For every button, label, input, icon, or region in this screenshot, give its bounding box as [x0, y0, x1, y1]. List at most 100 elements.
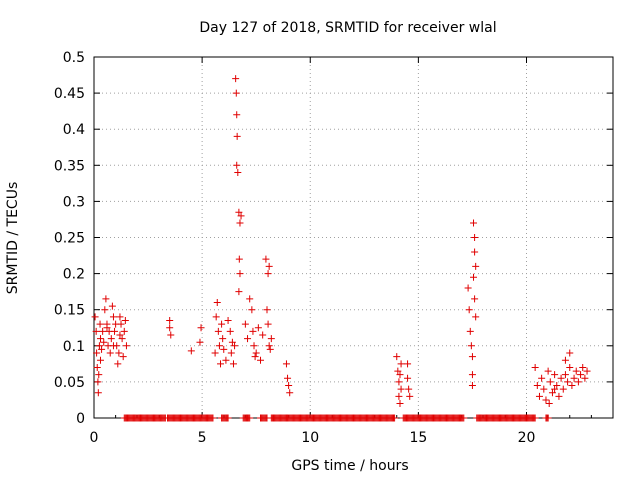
y-tick-label: 0.4	[63, 122, 85, 138]
data-point	[95, 371, 103, 379]
data-point	[391, 414, 399, 422]
data-point	[224, 414, 232, 422]
y-tick-label: 0.5	[63, 50, 85, 66]
y-tick-label: 0.2	[63, 267, 85, 283]
x-tick-label: 5	[198, 430, 207, 446]
chart-title: Day 127 of 2018, SRMTID for receiver wla…	[199, 20, 496, 36]
data-point	[396, 371, 404, 379]
data-point	[166, 324, 174, 332]
data-point	[232, 75, 240, 83]
data-point	[235, 288, 243, 296]
data-point	[219, 335, 227, 343]
data-point	[564, 378, 572, 386]
plot-frame	[93, 56, 614, 419]
data-point	[557, 374, 565, 382]
grid	[94, 57, 613, 418]
data-point	[107, 335, 115, 343]
data-point	[235, 255, 243, 263]
data-point	[265, 262, 273, 270]
data-point	[561, 371, 569, 379]
ticks: 0 5 10 15 20 0 0.05 0.1 0.15 0.2 0.25 0.3 0.35 0.4 0.4…	[54, 50, 614, 446]
data-point	[236, 219, 244, 227]
data-point	[120, 327, 128, 335]
data-point	[533, 382, 541, 390]
data-point	[566, 349, 574, 357]
data-point	[249, 327, 257, 335]
data-point	[167, 331, 175, 339]
data-point	[224, 317, 232, 325]
data-point	[284, 374, 292, 382]
data-point	[404, 360, 412, 368]
data-point	[266, 345, 274, 353]
data-point	[109, 313, 117, 321]
y-tick-label: 0.1	[63, 339, 85, 355]
data-point	[531, 414, 539, 422]
data-point	[114, 360, 122, 368]
data-point	[100, 338, 108, 346]
x-tick-label: 15	[409, 430, 427, 446]
data-point	[220, 345, 228, 353]
x-tick-label: 10	[301, 430, 319, 446]
data-point	[404, 374, 412, 382]
data-point	[393, 353, 401, 361]
data-point	[397, 385, 405, 393]
data-point	[577, 371, 585, 379]
data-point	[551, 371, 559, 379]
data-point	[116, 331, 124, 339]
data-point	[555, 392, 563, 400]
data-point	[246, 295, 254, 303]
data-point	[395, 378, 403, 386]
data-point	[583, 367, 591, 375]
y-tick-label: 0	[76, 411, 85, 427]
data-point	[466, 327, 474, 335]
data-point	[241, 320, 249, 328]
data-point	[265, 342, 273, 350]
data-point	[574, 378, 582, 386]
data-point	[119, 353, 127, 361]
data-point	[233, 132, 241, 140]
data-point	[109, 342, 117, 350]
data-point	[117, 320, 125, 328]
data-point	[570, 374, 578, 382]
data-point	[101, 306, 109, 314]
data-point	[396, 400, 404, 408]
data-point	[246, 414, 254, 422]
x-axis-label: GPS time / hours	[291, 458, 408, 474]
data-point	[531, 363, 539, 371]
data-point	[111, 327, 119, 335]
y-tick-label: 0.3	[63, 194, 85, 210]
data-point	[465, 306, 473, 314]
data-point	[470, 273, 478, 281]
data-point	[460, 414, 468, 422]
y-axis-label: SRMTID / TECUs	[5, 182, 21, 295]
data-point	[468, 382, 476, 390]
data-point	[405, 385, 413, 393]
data-point	[227, 349, 235, 357]
data-point	[229, 360, 237, 368]
data-point	[166, 317, 174, 325]
data-point	[282, 360, 290, 368]
data-point	[237, 212, 245, 220]
data-point	[226, 327, 234, 335]
data-point	[91, 313, 99, 321]
data-point	[103, 324, 111, 332]
data-point	[471, 234, 479, 241]
data-point	[106, 349, 114, 357]
data-point	[95, 342, 103, 350]
data-point	[211, 349, 219, 357]
data-point	[267, 335, 275, 343]
data-point	[262, 255, 270, 263]
y-tick-label: 0.25	[54, 231, 85, 247]
data-point	[397, 360, 405, 368]
data-point	[118, 335, 126, 343]
data-point	[545, 400, 553, 408]
data-point	[231, 342, 239, 350]
data-point	[572, 367, 580, 375]
data-point	[542, 396, 550, 404]
data-point	[538, 374, 546, 382]
data-point	[248, 306, 256, 314]
data-points	[91, 75, 591, 422]
data-point	[472, 313, 480, 321]
data-point	[471, 295, 479, 303]
data-point	[99, 327, 107, 335]
